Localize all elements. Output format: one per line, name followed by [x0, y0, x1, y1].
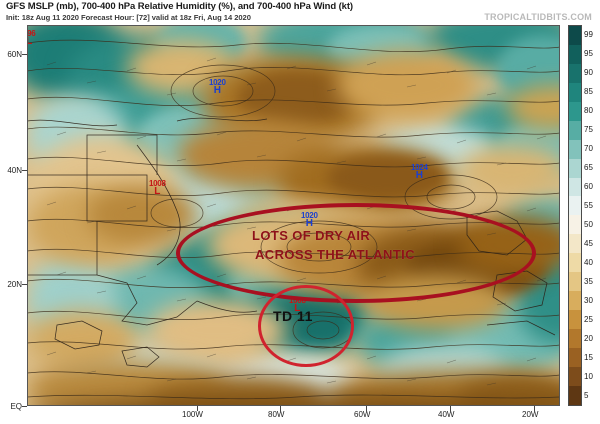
pressure-letter-l: L [27, 36, 33, 47]
pressure-value: 1020 [209, 78, 226, 87]
colorbar-tick-55: 55 [584, 201, 593, 211]
colorbar-segment [569, 158, 581, 178]
axis-label-lat-20n: 20N [7, 280, 22, 289]
axis-label-lon-60w: 60W [354, 410, 371, 419]
colorbar-tick-95: 95 [584, 49, 593, 59]
colorbar-tick-70: 70 [584, 144, 593, 154]
colorbar-segment [569, 215, 581, 235]
colorbar-segment [569, 347, 581, 367]
pressure-letter-h: H [213, 85, 221, 96]
chart-header: GFS MSLP (mb), 700-400 hPa Relative Humi… [0, 0, 600, 25]
pressure-value: 1024 [411, 163, 428, 172]
colorbar-segment [569, 310, 581, 329]
colorbar-tick-10: 10 [584, 371, 593, 381]
colorbar-tick-40: 40 [584, 257, 593, 267]
tick-lon-60w [366, 406, 367, 411]
tick-lon-40w [450, 406, 451, 411]
map-plot-area[interactable]: 1020 H 1020 H 1024 H 1008 L 996 L 1008 L… [27, 25, 560, 406]
tick-lat-eq [22, 406, 27, 407]
pressure-value: 996 [27, 29, 36, 38]
annotation-dry-air-line2: ACROSS THE ATLANTIC [255, 247, 415, 262]
colorbar-segment [569, 101, 581, 121]
colorbar-tick-99: 99 [584, 30, 593, 40]
axis-label-lat-eq: EQ [10, 402, 22, 411]
colorbar-segment [569, 44, 581, 64]
colorbar-segment [569, 366, 581, 386]
colorbar-tick-15: 15 [584, 352, 593, 362]
colorbar-tick-65: 65 [584, 163, 593, 173]
tick-lat-40n [22, 170, 27, 171]
tick-lat-20n [22, 284, 27, 285]
colorbar-tick-60: 60 [584, 182, 593, 192]
tick-lon-100w [197, 406, 198, 411]
pressure-center-low-northwest: 996 L [27, 29, 36, 47]
tick-lon-80w [280, 406, 281, 411]
colorbar-segment [569, 120, 581, 140]
colorbar-segment [569, 26, 581, 45]
axis-label-lon-80w: 80W [268, 410, 285, 419]
pressure-center-low-gulf: 1008 L [149, 180, 166, 197]
colorbar-segment [569, 234, 581, 254]
page-title: GFS MSLP (mb), 700-400 hPa Relative Humi… [6, 1, 353, 12]
colorbar-segment [569, 253, 581, 273]
colorbar-tick-20: 20 [584, 333, 593, 343]
colorbar-tick-75: 75 [584, 125, 593, 135]
colorbar-gradient [568, 25, 582, 406]
pressure-center-high-1020-north: 1020 H [209, 79, 226, 96]
colorbar-segment [569, 385, 581, 405]
colorbar-tick-25: 25 [584, 314, 593, 324]
colorbar-tick-35: 35 [584, 276, 593, 286]
colorbar-segment [569, 63, 581, 83]
tick-lon-20w [534, 406, 535, 411]
axis-label-lat-40n: 40N [7, 166, 22, 175]
pressure-center-high-1024-east: 1024 H [411, 164, 428, 181]
colorbar-segment [569, 196, 581, 216]
pressure-letter-h: H [415, 170, 423, 181]
annotation-dry-air-ellipse [176, 203, 536, 303]
colorbar-segment [569, 139, 581, 159]
colorbar-tick-85: 85 [584, 87, 593, 97]
annotation-td11-circle [258, 285, 354, 367]
colorbar-tick-30: 30 [584, 295, 593, 305]
colorbar-segment [569, 329, 581, 348]
colorbar-tick-45: 45 [584, 238, 593, 248]
annotation-td11-label: TD 11 [273, 308, 313, 324]
axis-label-lon-40w: 40W [438, 410, 455, 419]
colorbar-segment [569, 272, 581, 292]
axis-label-lon-100w: 100W [182, 410, 203, 419]
colorbar-tick-5: 5 [584, 390, 589, 400]
colorbar-tick-90: 90 [584, 68, 593, 78]
colorbar-segment [569, 177, 581, 197]
colorbar-segment [569, 291, 581, 311]
axis-label-lon-20w: 20W [522, 410, 539, 419]
colorbar-legend: 99 95 90 85 80 75 70 65 60 55 50 45 40 35 30 25 20 15 10 5 [568, 25, 600, 406]
pressure-letter-l: L [154, 186, 161, 197]
colorbar-tick-80: 80 [584, 106, 593, 116]
watermark: TROPICALTIDBITS.COM [484, 12, 592, 22]
pressure-value: 1008 [149, 179, 166, 188]
annotation-dry-air-line1: LOTS OF DRY AIR [252, 228, 371, 243]
colorbar-tick-50: 50 [584, 219, 593, 229]
axis-label-lat-60n: 60N [7, 50, 22, 59]
colorbar-segment [569, 82, 581, 102]
tick-lat-60n [22, 54, 27, 55]
chart-subtitle: Init: 18z Aug 11 2020 Forecast Hour: [72… [6, 13, 251, 22]
